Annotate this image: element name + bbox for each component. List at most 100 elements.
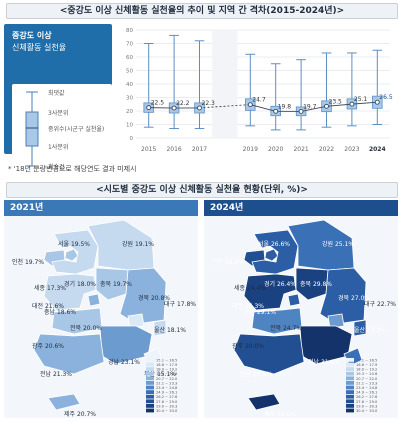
region-대전 <box>87 293 101 307</box>
footnote: * '18년 분량변경으로 해당연도 결과 미제시 <box>8 165 137 173</box>
region-label: 대구 17.8% <box>164 300 196 308</box>
region-label: 전북 24.7% <box>270 324 302 332</box>
legend-swatch <box>346 376 354 381</box>
legend-swatch <box>346 404 354 408</box>
region-label: 대전 26.3% <box>232 302 264 310</box>
region-전남 <box>33 333 105 375</box>
legend-label: 24.9 ~ 26.1 <box>356 391 377 395</box>
median-point <box>247 102 253 108</box>
region-충남 <box>43 273 97 311</box>
region-대구 <box>127 313 145 329</box>
median-trend-line <box>326 103 352 107</box>
median-label: 19.8 <box>278 103 292 110</box>
korea-map-2021: 서울 19.5% 인천 19.7% 경기 18.0% 강원 19.1% 세종 17.3%… <box>12 219 196 418</box>
x-tick-label: 2019 <box>243 146 258 153</box>
region-대구 <box>327 313 345 329</box>
chart-title-banner: <중강도 이상 신체활동 실천율의 추이 및 지역 간 격차(2015-2024… <box>6 3 398 19</box>
legend-swatch <box>346 399 354 404</box>
median-point <box>298 108 304 114</box>
region-label: 광주 20.6% <box>32 343 64 350</box>
region-label: 대구 22.7% <box>364 300 396 308</box>
legend-label: 23.4 ~ 24.8 <box>356 386 378 390</box>
legend-label: 29.0 ~ 30.3 <box>156 404 177 408</box>
median-label: 22.2 <box>176 100 190 107</box>
legend-label: 16.6 ~ 17.9 <box>356 363 378 367</box>
median-point <box>171 105 177 111</box>
legend-min: 최솟값 <box>48 164 65 171</box>
legend-label: 15.1 ~ 16.5 <box>156 358 177 362</box>
map-2021-header: 2021년 <box>4 200 198 216</box>
region-label: 강원 25.1% <box>322 240 354 248</box>
region-label: 인천 19.7% <box>12 258 44 266</box>
region-label: 광주 20.0% <box>232 343 264 350</box>
region-label: 경남 23.1% <box>108 358 140 366</box>
legend-label: 18.0 ~ 19.2 <box>156 368 177 372</box>
region-label: 충북 19.7% <box>100 280 132 288</box>
region-label: 충북 29.8% <box>300 280 332 288</box>
map-2024-panel: 2024년 서울 26.6% 인천 28.0% 경기 26.4% 강원 25.1% 세종… <box>204 200 398 418</box>
x-tick-label: 2022 <box>319 146 334 153</box>
legend-swatch <box>146 399 154 404</box>
map-2024-header: 2024년 <box>204 200 398 216</box>
omitted-year-band <box>212 30 238 138</box>
median-trend-line <box>250 104 276 112</box>
region-울산 <box>353 319 367 337</box>
median-label: 26.5 <box>379 94 393 101</box>
legend-swatch <box>146 376 154 381</box>
side-title-1: 중강도 이상 <box>12 31 52 40</box>
median-point <box>374 99 380 105</box>
legend-label: 24.9 ~ 26.1 <box>156 391 177 395</box>
x-tick-label: 2021 <box>293 146 308 153</box>
x-tick-label: 2024 <box>369 146 386 153</box>
legend-label: 26.2 ~ 27.6 <box>356 395 378 399</box>
region-서울 <box>264 248 279 262</box>
x-tick-label: 2020 <box>268 146 283 153</box>
legend-label: 22.1 ~ 23.3 <box>356 381 377 385</box>
region-label: 경기 18.0% <box>64 280 96 288</box>
y-tick-label: 70 <box>126 42 133 48</box>
median-trend-line <box>351 101 378 105</box>
legend-swatch <box>146 371 154 376</box>
y-tick-label: 50 <box>126 69 133 75</box>
legend-label: 15.1 ~ 16.5 <box>356 358 377 362</box>
region-label: 제주 33.0% <box>264 410 296 418</box>
region-label: 충남 18.6% <box>44 308 76 316</box>
legend-swatch <box>346 390 354 394</box>
map-legend: 15.1 ~ 16.516.6 ~ 17.918.0 ~ 19.219.3 ~ … <box>346 358 378 413</box>
median-point <box>324 103 329 109</box>
y-tick-label: 60 <box>126 55 133 61</box>
boxplot-chart: 0 10 20 30 40 50 60 70 80 22.5 2015 22.2 2016 22.3 201… <box>116 22 398 158</box>
median-label: 25.1 <box>354 96 368 103</box>
region-label: 대전 21.6% <box>32 302 64 310</box>
region-label: 강원 19.1% <box>122 240 154 248</box>
x-tick-label: 2015 <box>141 146 156 153</box>
median-label: 24.7 <box>252 97 266 104</box>
region-label: 전남 28.8% <box>240 370 272 378</box>
map-legend: 15.1 ~ 16.516.6 ~ 17.918.0 ~ 19.219.3 ~ … <box>146 358 178 413</box>
region-경북 <box>319 267 367 325</box>
region-label: 충남 29.1% <box>244 308 276 316</box>
legend-label: 29.0 ~ 30.3 <box>356 404 377 408</box>
boxplot-legend: 최댓값 3사분위 중위수(시군구 실천율) 1사분위 최솟값 <box>12 84 112 174</box>
median-point <box>349 101 355 107</box>
region-label: 세종 24.4% <box>234 284 266 292</box>
legend-label: 19.3 ~ 20.6 <box>156 372 178 376</box>
map-2021-panel: 2021년 서울 19.5% 인천 19.7% 경기 18.0% 강원 19.1% 세종… <box>4 200 198 418</box>
legend-label: 27.6 ~ 29.0 <box>156 400 178 404</box>
region-label: 제주 20.7% <box>64 410 96 418</box>
region-제주 <box>247 393 281 411</box>
region-대전 <box>287 293 301 307</box>
legend-swatch <box>346 408 354 413</box>
median-point <box>146 105 152 111</box>
y-tick-label: 0 <box>130 136 134 142</box>
median-trend-line <box>199 104 251 109</box>
legend-swatch <box>146 408 154 413</box>
x-tick-label: 2016 <box>166 146 181 153</box>
legend-swatch <box>346 385 354 390</box>
legend-swatch <box>146 394 154 399</box>
region-label: 서울 19.5% <box>58 240 90 248</box>
region-label: 울산 27.2% <box>354 326 386 334</box>
x-tick-label: 2023 <box>344 146 359 153</box>
legend-label: 18.0 ~ 19.2 <box>356 368 377 372</box>
legend-median: 중위수(시군구 실천율) <box>48 126 105 133</box>
